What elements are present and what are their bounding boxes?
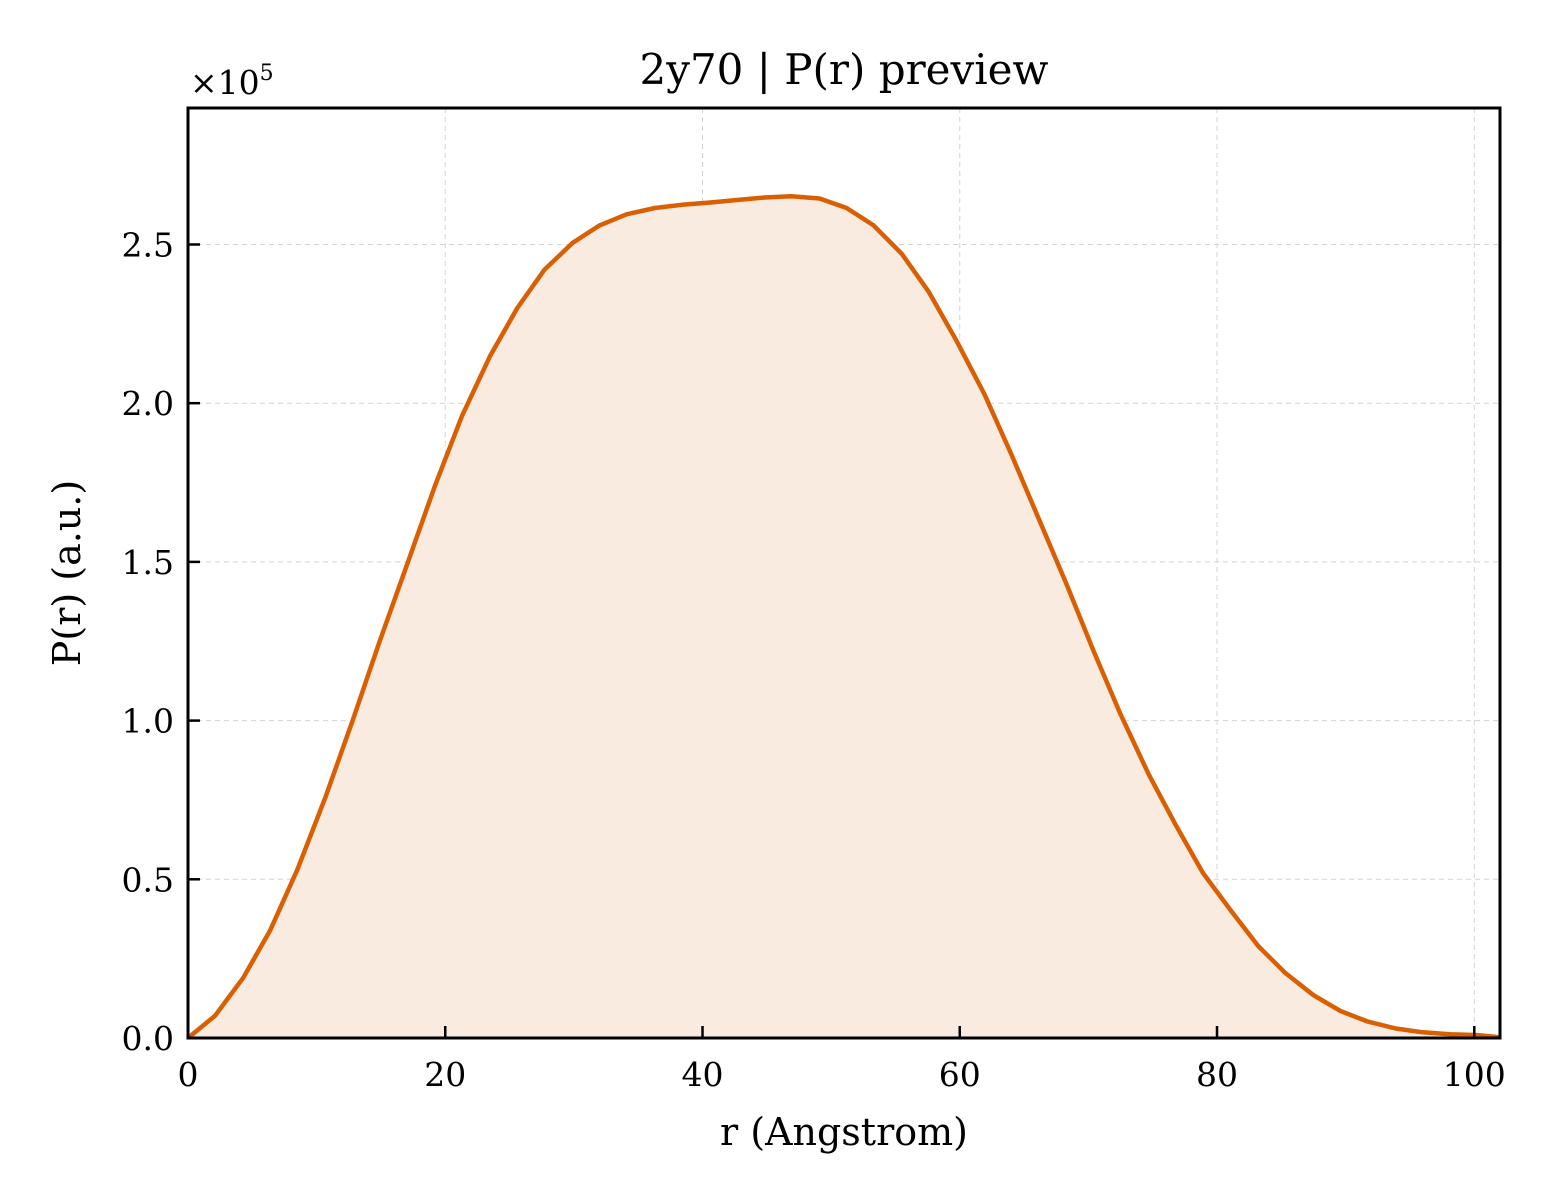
y-tick-label: 2.5 [122, 225, 174, 264]
plot-frame [186, 106, 1502, 1040]
x-tick-label: 80 [1196, 1055, 1238, 1094]
x-tick-label: 20 [424, 1055, 466, 1094]
chart-title: 2y70 | P(r) preview [640, 45, 1049, 94]
y-multiplier-exponent: 5 [260, 61, 274, 86]
y-tick-label: 2.0 [122, 384, 174, 423]
pr-area-fill [188, 196, 1500, 1038]
y-tick-label: 1.0 [122, 702, 174, 741]
y-multiplier: ×105 [190, 61, 274, 102]
x-tick-label: 0 [178, 1055, 199, 1094]
axis-ticks: 0 20 40 60 80 100 0.0 0.5 1.0 1.5 2.0 2.5 [122, 225, 1506, 1094]
x-tick-label: 40 [682, 1055, 724, 1094]
y-tick-label: 0.5 [122, 860, 174, 899]
y-tick-label: 1.5 [122, 543, 174, 582]
y-multiplier-base: ×10 [190, 63, 260, 102]
x-axis-label: r (Angstrom) [720, 1110, 968, 1154]
x-tick-label: 100 [1443, 1055, 1506, 1094]
x-tick-label: 60 [939, 1055, 981, 1094]
pr-curve-line [186, 193, 1501, 1040]
y-axis-label: P(r) (a.u.) [45, 480, 89, 666]
y-tick-label: 0.0 [122, 1019, 174, 1058]
